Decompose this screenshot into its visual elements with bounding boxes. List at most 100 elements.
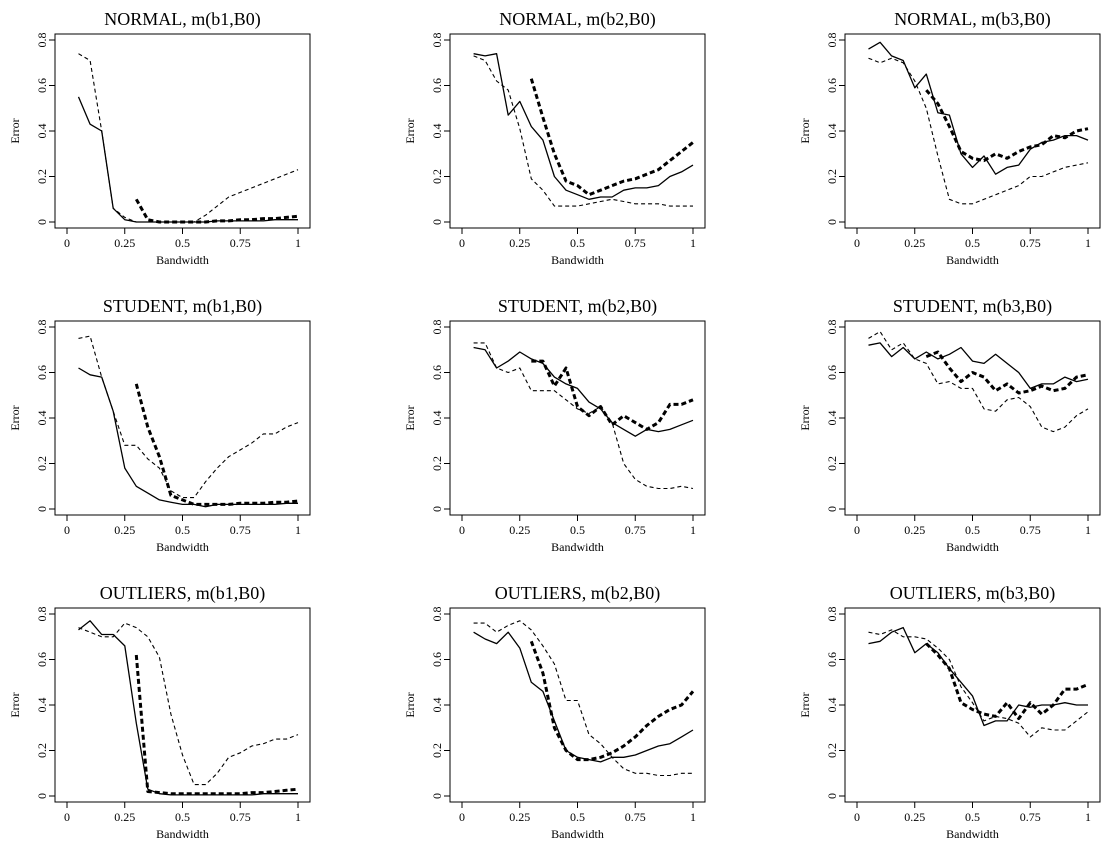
y-axis-label: Error xyxy=(8,692,22,717)
y-tick-label: 0.2 xyxy=(35,169,49,184)
series-line-thin-dashed xyxy=(473,342,694,490)
plot-frame xyxy=(54,607,311,803)
x-tick-label: 1 xyxy=(295,236,301,250)
x-tick-label: 0 xyxy=(459,810,465,824)
y-tick-label: 0 xyxy=(35,793,49,799)
y-axis-label: Error xyxy=(403,118,417,143)
y-tick-label: 0.6 xyxy=(825,652,839,667)
y-tick-label: 0.4 xyxy=(35,124,49,139)
chart-title: STUDENT, m(b2,B0) xyxy=(498,296,657,317)
x-axis-label: Bandwidth xyxy=(946,827,999,841)
x-tick-label: 0.75 xyxy=(1020,236,1041,250)
y-tick-label: 0.8 xyxy=(825,607,839,622)
x-tick-label: 0.5 xyxy=(570,523,585,537)
y-tick-label: 0.6 xyxy=(430,365,444,380)
chart-panel: OUTLIERS, m(b2,B0) 0 0.25 0.5 0.75 1 0 0.2 0.4 0.… xyxy=(403,583,706,841)
chart-title: STUDENT, m(b1,B0) xyxy=(103,296,262,317)
chart-panel: NORMAL, m(b2,B0) 0 0.25 0.5 0.75 1 0 0.2 0.4 0.6 0… xyxy=(403,9,706,267)
x-axis-label: Bandwidth xyxy=(946,253,999,267)
plot-frame xyxy=(844,607,1101,803)
x-tick-label: 0.75 xyxy=(230,810,251,824)
y-tick-label: 0.2 xyxy=(825,169,839,184)
x-tick-label: 0.75 xyxy=(230,236,251,250)
series-line-thick-dashed xyxy=(531,359,694,431)
x-tick-label: 0.75 xyxy=(230,523,251,537)
chart-title: STUDENT, m(b3,B0) xyxy=(893,296,1052,317)
x-tick-label: 0.75 xyxy=(1020,810,1041,824)
series-line-thin-dashed xyxy=(473,620,693,777)
y-tick-label: 0.2 xyxy=(430,743,444,758)
y-tick-label: 0.6 xyxy=(35,78,49,93)
chart-panel: OUTLIERS, m(b3,B0) 0 0.25 0.5 0.75 1 0 0.2 0.4 0.… xyxy=(798,583,1101,841)
plot-frame xyxy=(54,33,311,229)
y-tick-label: 0.6 xyxy=(35,652,49,667)
y-tick-label: 0.8 xyxy=(35,33,49,48)
x-axis-label: Bandwidth xyxy=(156,827,209,841)
y-tick-label: 0 xyxy=(430,219,444,225)
chart-title: NORMAL, m(b1,B0) xyxy=(104,9,261,30)
y-tick-label: 0 xyxy=(430,793,444,799)
x-tick-label: 0 xyxy=(854,523,860,537)
x-axis-label: Bandwidth xyxy=(156,540,209,554)
x-tick-label: 0.25 xyxy=(114,523,135,537)
y-tick-label: 0.6 xyxy=(430,652,444,667)
x-tick-label: 1 xyxy=(295,810,301,824)
series-line-thin-dashed xyxy=(78,622,299,786)
plot-frame xyxy=(449,607,706,803)
x-tick-label: 0.75 xyxy=(625,810,646,824)
plot-frame xyxy=(844,33,1101,229)
series-line-thick-dashed xyxy=(134,654,299,796)
x-tick-label: 1 xyxy=(690,523,696,537)
series-line-thin-dashed xyxy=(473,55,693,207)
chart-panel: NORMAL, m(b1,B0) 0 0.25 0.5 0.75 1 0 0.2 0.4 0.6 0… xyxy=(8,9,311,267)
x-tick-label: 1 xyxy=(690,810,696,824)
y-tick-label: 0 xyxy=(35,506,49,512)
x-tick-label: 0 xyxy=(459,523,465,537)
series-line-thin-dashed xyxy=(78,53,299,223)
series-line-thin-dashed xyxy=(868,629,1089,738)
series-line-solid xyxy=(78,367,298,508)
y-tick-label: 0.4 xyxy=(430,124,444,139)
x-tick-label: 0.25 xyxy=(509,236,530,250)
y-tick-label: 0.6 xyxy=(825,78,839,93)
series-line-thick-dashed xyxy=(925,89,1089,163)
y-tick-label: 0.2 xyxy=(35,456,49,471)
x-tick-label: 0.5 xyxy=(965,236,980,250)
x-axis-label: Bandwidth xyxy=(551,540,604,554)
y-axis-label: Error xyxy=(798,405,812,430)
y-tick-label: 0.4 xyxy=(35,411,49,426)
x-axis-label: Bandwidth xyxy=(156,253,209,267)
y-axis-label: Error xyxy=(8,118,22,143)
series-line-thick-dashed xyxy=(134,383,299,506)
y-tick-label: 0.4 xyxy=(825,698,839,713)
x-tick-label: 0.75 xyxy=(1020,523,1041,537)
series-line-thick-dashed xyxy=(925,350,1089,395)
x-tick-label: 0.25 xyxy=(904,236,925,250)
y-tick-label: 0.8 xyxy=(35,607,49,622)
x-tick-label: 0 xyxy=(64,236,70,250)
series-line-solid xyxy=(868,342,1089,390)
x-tick-label: 0.25 xyxy=(114,236,135,250)
chart-title: OUTLIERS, m(b2,B0) xyxy=(495,583,661,604)
y-axis-label: Error xyxy=(798,692,812,717)
x-tick-label: 1 xyxy=(1085,236,1091,250)
y-tick-label: 0.2 xyxy=(825,456,839,471)
plot-frame xyxy=(449,33,706,229)
y-tick-label: 0.2 xyxy=(430,456,444,471)
chart-title: OUTLIERS, m(b3,B0) xyxy=(890,583,1056,604)
y-tick-label: 0.4 xyxy=(825,124,839,139)
y-tick-label: 0.6 xyxy=(35,365,49,380)
x-axis-label: Bandwidth xyxy=(551,253,604,267)
series-line-thin-dashed xyxy=(868,331,1089,433)
series-line-thin-dashed xyxy=(78,335,299,499)
y-tick-label: 0.2 xyxy=(430,169,444,184)
plot-frame xyxy=(54,320,311,516)
y-tick-label: 0.8 xyxy=(825,320,839,335)
x-tick-label: 0 xyxy=(854,810,860,824)
y-tick-label: 0.4 xyxy=(430,411,444,426)
plot-frame xyxy=(844,320,1101,516)
series-line-solid xyxy=(473,53,694,200)
x-tick-label: 0.25 xyxy=(904,810,925,824)
